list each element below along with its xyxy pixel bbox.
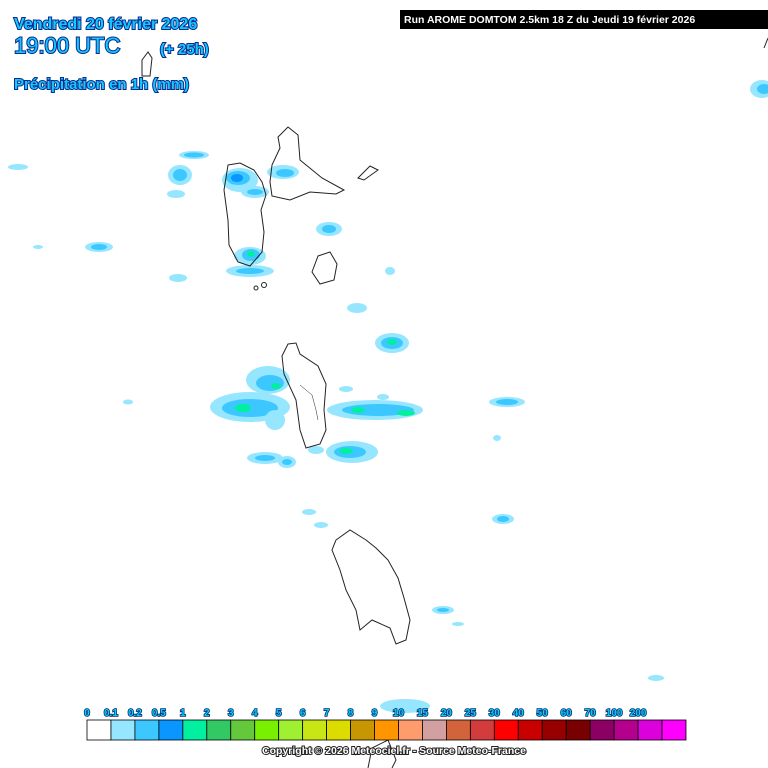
legend-label: 2 xyxy=(204,708,210,719)
precipitation-field xyxy=(8,80,768,713)
legend-label: 60 xyxy=(561,708,573,719)
legend-label: 0.2 xyxy=(128,708,142,719)
run-banner xyxy=(400,10,768,29)
legend-swatch xyxy=(637,719,663,741)
legend-swatch xyxy=(565,719,591,741)
legend-label: 6 xyxy=(300,708,306,719)
legend-label: 20 xyxy=(441,708,453,719)
legend-swatch xyxy=(206,719,232,741)
legend-swatch xyxy=(541,719,567,741)
legend: 0 0.1 0.2 0.5 1 2 3 4 5 6 7 8 9 10 15 20 25 30 40 50 60 70 100… xyxy=(83,707,687,741)
lead-time: (+ 25h) xyxy=(160,41,209,58)
legend-label: 7 xyxy=(324,708,330,719)
legend-swatch xyxy=(517,719,543,741)
legend-label: 4 xyxy=(252,708,258,719)
legend-label: 3 xyxy=(228,708,234,719)
legend-swatch xyxy=(613,719,639,741)
legend-label: 0 xyxy=(84,708,90,719)
legend-label: 40 xyxy=(513,708,525,719)
legend-label: 9 xyxy=(372,708,378,719)
legend-swatch xyxy=(110,719,136,741)
legend-swatch xyxy=(350,719,375,741)
legend-swatch xyxy=(230,719,256,741)
legend-swatch xyxy=(254,719,280,741)
legend-label: 50 xyxy=(537,708,549,719)
coastlines xyxy=(141,37,768,768)
legend-label: 100 xyxy=(606,708,623,719)
field-name: Précipitation en 1h (mm) xyxy=(14,76,189,93)
legend-swatch xyxy=(182,719,208,741)
legend-swatch xyxy=(589,719,615,741)
legend-swatch xyxy=(469,719,495,741)
legend-swatch xyxy=(158,719,184,741)
legend-label: 5 xyxy=(276,708,282,719)
legend-swatch xyxy=(661,719,687,741)
legend-swatch xyxy=(278,719,304,741)
legend-swatch xyxy=(302,719,328,741)
legend-label: 1 xyxy=(180,708,186,719)
legend-swatch xyxy=(445,719,471,741)
legend-label: 15 xyxy=(417,708,429,719)
legend-swatch xyxy=(398,719,423,741)
legend-swatch xyxy=(86,719,112,741)
copyright: Copyright © 2026 Meteociel.fr - Source M… xyxy=(262,745,526,757)
legend-swatch xyxy=(374,719,399,741)
legend-label: 8 xyxy=(348,708,354,719)
legend-label: 70 xyxy=(585,708,597,719)
legend-swatch xyxy=(134,719,160,741)
legend-label: 30 xyxy=(489,708,501,719)
legend-label: 10 xyxy=(393,708,405,719)
legend-label: 200 xyxy=(630,708,647,719)
legend-swatch xyxy=(326,719,351,741)
legend-label: 25 xyxy=(465,708,477,719)
forecast-time: 19:00 UTC xyxy=(14,33,120,58)
legend-swatch xyxy=(493,719,519,741)
forecast-date: Vendredi 20 février 2026 xyxy=(14,16,197,33)
legend-label: 0.1 xyxy=(104,708,118,719)
legend-swatch xyxy=(422,719,447,741)
legend-label: 0.5 xyxy=(152,708,166,719)
run-info: Run AROME DOMTOM 2.5km 18 Z du Jeudi 19 … xyxy=(404,14,695,26)
